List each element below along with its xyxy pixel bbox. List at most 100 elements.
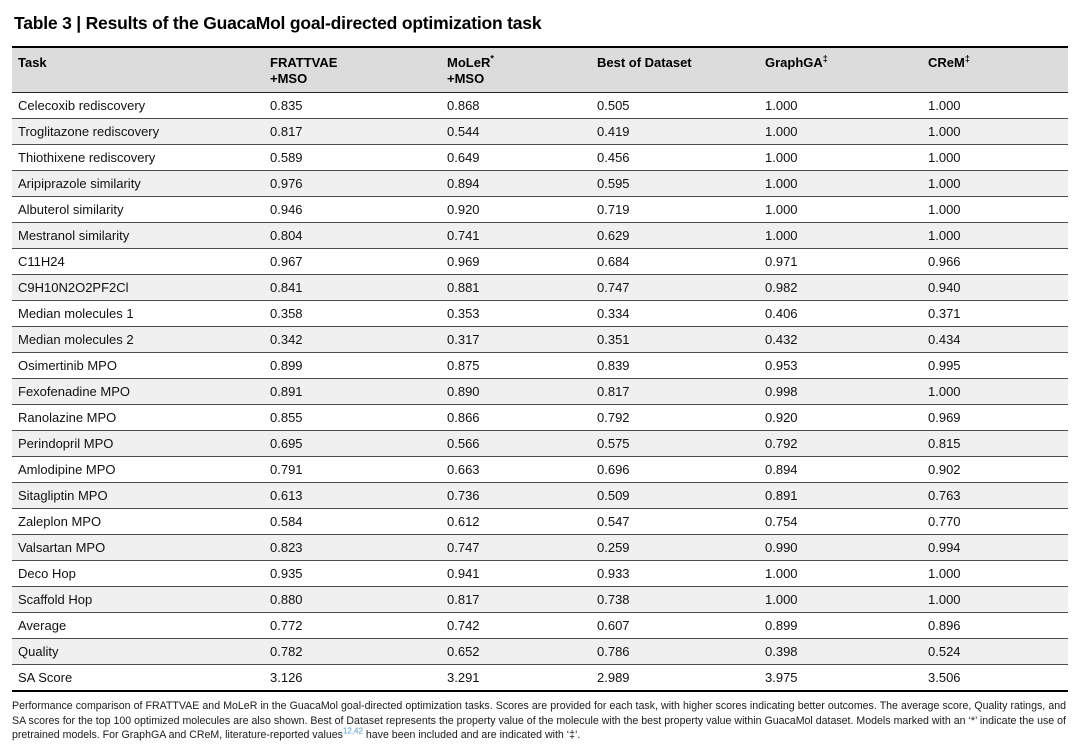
task-cell: Perindopril MPO <box>18 436 114 451</box>
score-cell: 0.595 <box>597 176 630 191</box>
task-cell: Celecoxib rediscovery <box>18 98 146 113</box>
score-cell: 0.584 <box>270 514 303 529</box>
score-cell: 0.994 <box>928 540 961 555</box>
column-header-frattvae-mso: FRATTVAE +MSO <box>264 47 441 93</box>
table-row: SA Score 3.126 3.291 2.989 3.975 3.506 <box>12 664 1068 692</box>
score-cell: 0.817 <box>597 384 630 399</box>
task-cell: Median molecules 2 <box>18 332 134 347</box>
score-cell: 0.509 <box>597 488 630 503</box>
table-row: Perindopril MPO 0.695 0.566 0.575 0.792 0.815 <box>12 430 1068 457</box>
score-cell: 0.982 <box>765 280 798 295</box>
column-label: GraphGA <box>765 55 823 70</box>
score-cell: 0.868 <box>447 98 480 113</box>
score-cell: 0.742 <box>447 618 480 633</box>
score-cell: 1.000 <box>928 150 961 165</box>
task-cell: Ranolazine MPO <box>18 410 117 425</box>
score-cell: 1.000 <box>928 176 961 191</box>
table-row: Amlodipine MPO 0.791 0.663 0.696 0.894 0.902 <box>12 456 1068 483</box>
score-cell: 0.763 <box>928 488 961 503</box>
results-table: Task FRATTVAE +MSO MoLeR* +MSO Best of D… <box>12 46 1068 692</box>
task-cell: Amlodipine MPO <box>18 462 116 477</box>
score-cell: 0.941 <box>447 566 480 581</box>
score-cell: 0.880 <box>270 592 303 607</box>
table-row: Celecoxib rediscovery 0.835 0.868 0.505 1.00… <box>12 93 1068 119</box>
task-cell: SA Score <box>18 670 73 685</box>
score-cell: 0.792 <box>597 410 630 425</box>
score-cell: 0.841 <box>270 280 303 295</box>
task-cell: Deco Hop <box>18 566 76 581</box>
score-cell: 1.000 <box>765 150 798 165</box>
score-cell: 0.881 <box>447 280 480 295</box>
score-cell: 1.000 <box>928 566 961 581</box>
score-cell: 0.946 <box>270 202 303 217</box>
score-cell: 0.754 <box>765 514 798 529</box>
task-cell: Sitagliptin MPO <box>18 488 108 503</box>
table-row: Albuterol similarity 0.946 0.920 0.719 1.000… <box>12 196 1068 223</box>
table-row: Ranolazine MPO 0.855 0.866 0.792 0.920 0.969 <box>12 404 1068 431</box>
score-cell: 0.575 <box>597 436 630 451</box>
score-cell: 0.782 <box>270 644 303 659</box>
score-cell: 0.817 <box>447 592 480 607</box>
score-cell: 0.998 <box>765 384 798 399</box>
score-cell: 0.920 <box>765 410 798 425</box>
column-header-best-of-dataset: Best of Dataset <box>591 47 759 93</box>
score-cell: 1.000 <box>765 202 798 217</box>
table-row: Thiothixene rediscovery 0.589 0.649 0.456 1.… <box>12 144 1068 171</box>
score-cell: 0.855 <box>270 410 303 425</box>
task-cell: Fexofenadine MPO <box>18 384 131 399</box>
score-cell: 0.966 <box>928 254 961 269</box>
score-cell: 0.649 <box>447 150 480 165</box>
score-cell: 0.967 <box>270 254 303 269</box>
score-cell: 1.000 <box>765 176 798 191</box>
table-row: Median molecules 2 0.342 0.317 0.351 0.432 0.… <box>12 326 1068 353</box>
score-cell: 0.566 <box>447 436 480 451</box>
task-cell: Osimertinib MPO <box>18 358 117 373</box>
table-row: Sitagliptin MPO 0.613 0.736 0.509 0.891 0.763 <box>12 482 1068 509</box>
score-cell: 0.629 <box>597 228 630 243</box>
score-cell: 0.696 <box>597 462 630 477</box>
task-cell: Valsartan MPO <box>18 540 106 555</box>
table-header: Task FRATTVAE +MSO MoLeR* +MSO Best of D… <box>12 47 1068 93</box>
score-cell: 1.000 <box>928 202 961 217</box>
score-cell: 0.920 <box>447 202 480 217</box>
task-cell: Quality <box>18 644 59 659</box>
score-cell: 0.792 <box>765 436 798 451</box>
score-cell: 0.896 <box>928 618 961 633</box>
table-row: Average 0.772 0.742 0.607 0.899 0.896 <box>12 612 1068 639</box>
column-header-task: Task <box>12 47 264 93</box>
score-cell: 0.259 <box>597 540 630 555</box>
score-cell: 0.351 <box>597 332 630 347</box>
score-cell: 1.000 <box>928 384 961 399</box>
score-cell: 0.406 <box>765 306 798 321</box>
double-dagger-mark: ‡ <box>964 53 970 64</box>
score-cell: 0.612 <box>447 514 480 529</box>
task-cell: Mestranol similarity <box>18 228 130 243</box>
footnote-text-continued: have been included and are indicated wit… <box>362 729 581 742</box>
score-cell: 0.953 <box>765 358 798 373</box>
score-cell: 0.933 <box>597 566 630 581</box>
score-cell: 0.899 <box>765 618 798 633</box>
score-cell: 0.995 <box>928 358 961 373</box>
score-cell: 0.663 <box>447 462 480 477</box>
score-cell: 2.989 <box>597 670 630 685</box>
score-cell: 0.747 <box>447 540 480 555</box>
column-label-line2: +MSO <box>270 70 308 86</box>
task-cell: Troglitazone rediscovery <box>18 124 160 139</box>
column-label: CReM <box>928 55 965 70</box>
header-row: Task FRATTVAE +MSO MoLeR* +MSO Best of D… <box>12 47 1068 93</box>
score-cell: 0.791 <box>270 462 303 477</box>
score-cell: 0.747 <box>597 280 630 295</box>
score-cell: 0.456 <box>597 150 630 165</box>
score-cell: 0.652 <box>447 644 480 659</box>
task-cell: Median molecules 1 <box>18 306 134 321</box>
table-row: Osimertinib MPO 0.899 0.875 0.839 0.953 0.995 <box>12 352 1068 379</box>
score-cell: 0.524 <box>928 644 961 659</box>
score-cell: 1.000 <box>765 98 798 113</box>
citation-reference-link[interactable]: 12,42 <box>342 726 363 736</box>
score-cell: 0.317 <box>447 332 480 347</box>
score-cell: 0.358 <box>270 306 303 321</box>
score-cell: 0.432 <box>765 332 798 347</box>
score-cell: 3.506 <box>928 670 961 685</box>
score-cell: 0.334 <box>597 306 630 321</box>
score-cell: 0.398 <box>765 644 798 659</box>
